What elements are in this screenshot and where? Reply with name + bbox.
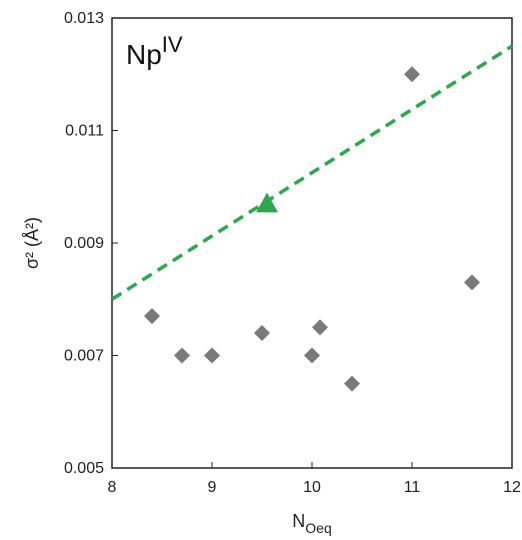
x-axis-ticks: 8 9 10 11 12 <box>108 462 521 496</box>
x-axis-title-subscript: Oeq <box>305 520 331 536</box>
x-tick-label: 11 <box>404 479 421 496</box>
data-point-diamond <box>144 308 160 325</box>
y-tick-label: 0.005 <box>64 460 104 477</box>
y-tick-label: 0.011 <box>65 123 104 140</box>
x-tick-label: 12 <box>503 479 521 496</box>
data-point-diamond <box>344 375 360 392</box>
data-point-triangle <box>256 192 278 213</box>
data-point-diamond <box>304 347 320 364</box>
data-point-diamond <box>464 274 480 291</box>
plot-frame <box>111 17 513 469</box>
data-point-diamond <box>404 66 420 83</box>
y-tick-label: 0.007 <box>64 348 104 365</box>
chart-annotation: NpIV <box>126 32 183 70</box>
x-axis-title: NOeq <box>292 511 331 536</box>
trendline <box>111 44 513 301</box>
data-point-diamond <box>174 347 190 364</box>
data-point-diamond <box>254 325 270 341</box>
x-tick-label: 10 <box>303 479 321 496</box>
y-tick-label: 0.009 <box>64 235 104 252</box>
y-axis-title: σ² (Å²) <box>22 217 42 269</box>
x-tick-label: 9 <box>208 479 217 496</box>
data-markers <box>144 66 480 392</box>
data-point-diamond <box>312 319 328 336</box>
y-tick-label: 0.013 <box>64 10 104 27</box>
y-axis-ticks: 0.005 0.007 0.009 0.011 0.013 <box>64 10 118 477</box>
x-tick-label: 8 <box>108 479 117 496</box>
data-point-diamond <box>204 347 220 364</box>
chart-annotation-superscript: IV <box>162 32 183 57</box>
